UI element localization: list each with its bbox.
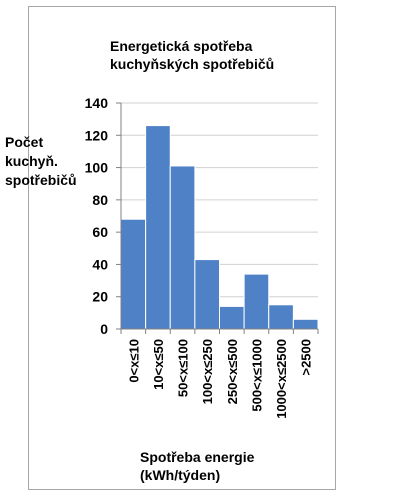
bar bbox=[219, 305, 245, 330]
y-tick-label: 0 bbox=[100, 321, 108, 337]
y-axis-label-line-1: Počet bbox=[5, 134, 44, 150]
bar bbox=[243, 273, 270, 330]
x-tick-label: 1000<x≤2500 bbox=[274, 339, 289, 419]
bar bbox=[292, 318, 319, 330]
y-tick-label: 80 bbox=[92, 192, 108, 208]
y-axis-label-line-3: spotřebičů bbox=[5, 172, 77, 188]
chart-title-line-1: Energetická spotřeba bbox=[110, 38, 253, 54]
y-tick-label: 140 bbox=[85, 95, 109, 111]
y-tick-label: 120 bbox=[85, 127, 109, 143]
bar bbox=[268, 304, 294, 330]
x-axis-label-line-1: Spotřeba energie bbox=[140, 449, 255, 465]
y-tick-label: 100 bbox=[85, 160, 109, 176]
bar bbox=[145, 125, 171, 330]
y-tick-label: 60 bbox=[92, 224, 108, 240]
bar bbox=[169, 165, 196, 330]
x-axis-label-line-2: (kWh/týden) bbox=[140, 467, 221, 483]
x-tick-label: 0<x≤10 bbox=[126, 339, 141, 383]
x-tick-label: 500<x≤1000 bbox=[249, 339, 264, 412]
x-tick-label: 100<x≤250 bbox=[200, 339, 215, 404]
y-axis-label-line-2: kuchyň. bbox=[5, 153, 58, 169]
x-tick-label: 50<x≤100 bbox=[176, 339, 191, 397]
x-tick-label: 10<x≤50 bbox=[151, 339, 166, 390]
y-tick-label: 40 bbox=[92, 256, 108, 272]
bar bbox=[194, 259, 220, 330]
x-tick-label: 250<x≤500 bbox=[225, 339, 240, 404]
y-tick-label: 20 bbox=[92, 289, 108, 305]
chart-title-line-2: kuchyňských spotřebičů bbox=[110, 56, 275, 72]
x-tick-label: >2500 bbox=[299, 339, 314, 376]
bar bbox=[120, 218, 147, 330]
